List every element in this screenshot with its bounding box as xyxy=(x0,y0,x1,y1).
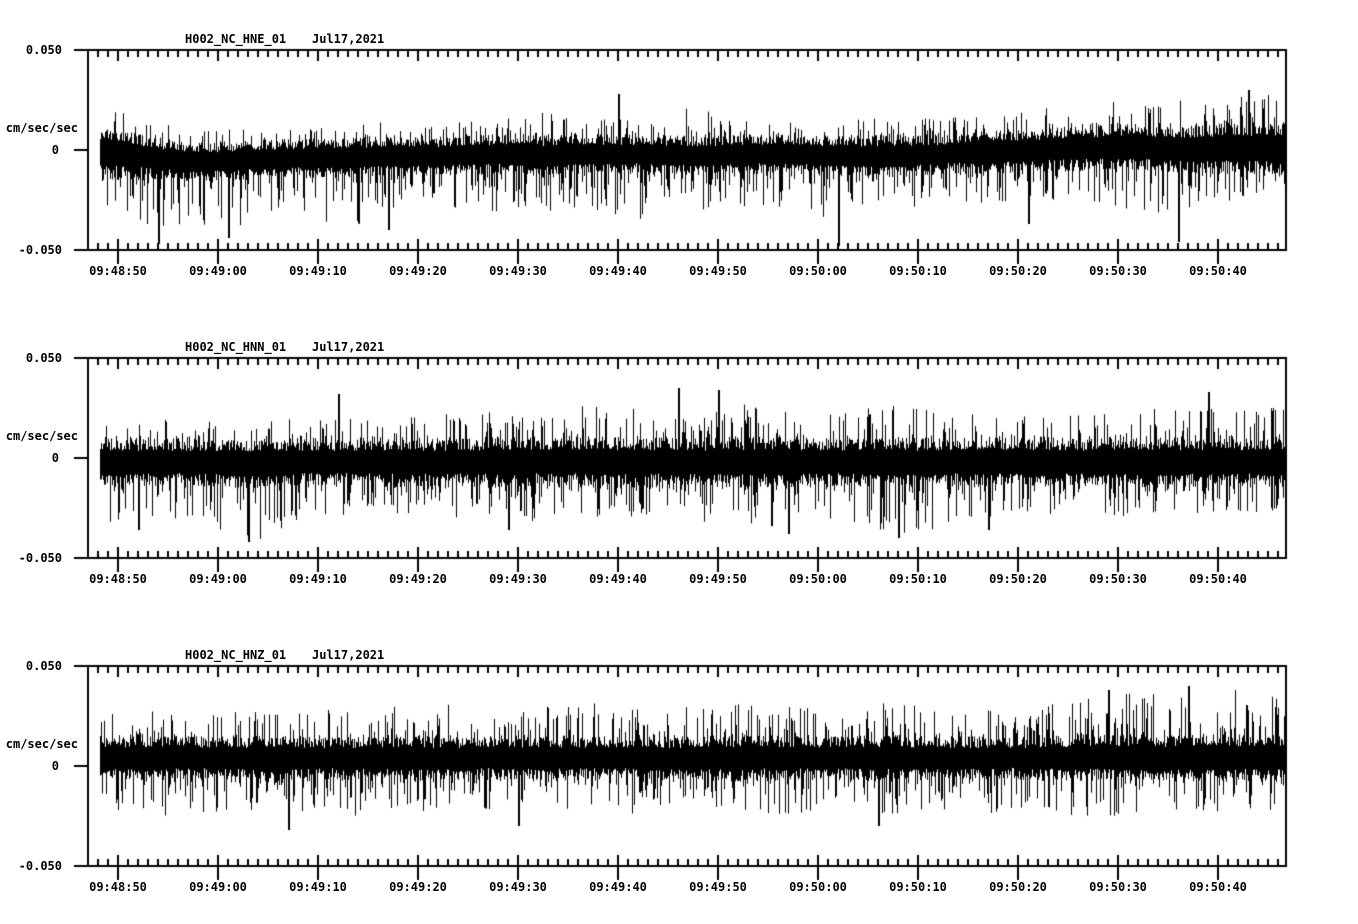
y-tick-label-min: -0.050 xyxy=(18,551,62,565)
waveform-canvas-hnn xyxy=(0,308,1358,616)
y-tick-label-max: 0.050 xyxy=(25,659,62,673)
x-tick-label: 09:49:10 xyxy=(289,264,347,278)
x-tick-label: 09:49:10 xyxy=(289,880,347,894)
x-tick-label: 09:48:50 xyxy=(89,880,147,894)
x-tick-label: 09:50:00 xyxy=(789,880,847,894)
trace-date-label: Jul17,2021 xyxy=(312,340,385,354)
y-tick-label-zero: 0 xyxy=(51,759,59,773)
x-tick-label: 09:49:30 xyxy=(489,264,547,278)
x-tick-label: 09:49:50 xyxy=(689,572,747,586)
y-tick-label-min: -0.050 xyxy=(18,859,62,873)
x-tick-label: 09:49:20 xyxy=(389,572,447,586)
x-tick-label: 09:50:40 xyxy=(1189,572,1247,586)
x-tick-label: 09:50:00 xyxy=(789,264,847,278)
x-tick-label: 09:50:10 xyxy=(889,572,947,586)
x-tick-label: 09:49:20 xyxy=(389,264,447,278)
x-tick-label: 09:49:30 xyxy=(489,880,547,894)
x-tick-label: 09:48:50 xyxy=(89,264,147,278)
x-tick-label: 09:50:20 xyxy=(989,572,1047,586)
x-tick-label: 09:50:40 xyxy=(1189,264,1247,278)
x-tick-label: 09:50:10 xyxy=(889,880,947,894)
trace-date-label: Jul17,2021 xyxy=(312,32,385,46)
x-tick-label: 09:50:20 xyxy=(989,264,1047,278)
y-tick-label-max: 0.050 xyxy=(25,43,62,57)
trace-title: H002_NC_HNE_01 xyxy=(185,32,287,46)
trace-title: H002_NC_HNN_01 xyxy=(185,340,287,354)
x-tick-label: 09:49:50 xyxy=(689,880,747,894)
waveform-canvas-hnz xyxy=(0,616,1358,924)
waveform-canvas-hne xyxy=(0,0,1358,308)
panel-hnz: H002_NC_HNZ_01 Jul17,2021 0.050 cm/sec/s… xyxy=(0,616,1358,924)
x-tick-label: 09:50:00 xyxy=(789,572,847,586)
x-tick-label: 09:50:40 xyxy=(1189,880,1247,894)
panel-hnn: H002_NC_HNN_01 Jul17,2021 0.050 cm/sec/s… xyxy=(0,308,1358,616)
x-tick-label: 09:50:20 xyxy=(989,880,1047,894)
y-tick-label-min: -0.050 xyxy=(18,243,62,257)
y-tick-label-max: 0.050 xyxy=(25,351,62,365)
x-tick-label: 09:49:00 xyxy=(189,880,247,894)
x-tick-label: 09:50:10 xyxy=(889,264,947,278)
panel-hne: H002_NC_HNE_01 Jul17,2021 0.050 cm/sec/s… xyxy=(0,0,1358,308)
trace-date-label: Jul17,2021 xyxy=(312,648,385,662)
x-tick-label: 09:49:10 xyxy=(289,572,347,586)
x-tick-label: 09:49:00 xyxy=(189,264,247,278)
y-axis-unit-label: cm/sec/sec xyxy=(5,737,78,751)
x-tick-label: 09:49:20 xyxy=(389,880,447,894)
y-tick-label-zero: 0 xyxy=(51,451,59,465)
x-tick-label: 09:49:30 xyxy=(489,572,547,586)
trace-title: H002_NC_HNZ_01 xyxy=(185,648,287,662)
y-tick-label-zero: 0 xyxy=(51,143,59,157)
y-axis-unit-label: cm/sec/sec xyxy=(5,121,78,135)
x-tick-label: 09:50:30 xyxy=(1089,264,1147,278)
x-tick-label: 09:49:40 xyxy=(589,264,647,278)
x-tick-label: 09:49:40 xyxy=(589,880,647,894)
x-tick-label: 09:49:40 xyxy=(589,572,647,586)
y-axis-unit-label: cm/sec/sec xyxy=(5,429,78,443)
x-tick-label: 09:50:30 xyxy=(1089,572,1147,586)
x-tick-label: 09:49:50 xyxy=(689,264,747,278)
x-tick-label: 09:49:00 xyxy=(189,572,247,586)
x-tick-label: 09:48:50 xyxy=(89,572,147,586)
x-tick-label: 09:50:30 xyxy=(1089,880,1147,894)
